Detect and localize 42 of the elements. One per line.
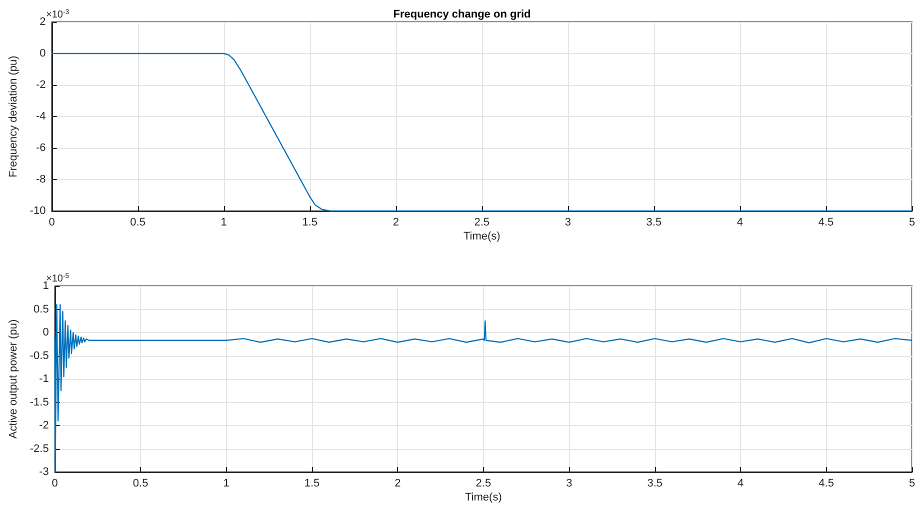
y-tick-label: -0.5 [30,350,49,362]
x-tick-label: 0.5 [130,216,146,228]
y-tick-label: -2 [36,79,46,91]
x-axis-title: Time(s) [463,230,500,242]
x-tick-label: 2.5 [474,216,490,228]
y-tick-label: -10 [30,205,46,217]
x-tick-label: 4 [736,216,744,228]
y-tick-label: 0.5 [34,303,49,316]
x-tick-label: 4 [738,478,744,490]
y-tick-label: -2.5 [30,442,49,455]
x-tick-label: 3 [566,478,572,490]
x-tick-label: 5 [908,478,916,490]
y-tick-label: 1 [42,280,49,292]
x-tick-label: 2.5 [476,478,492,490]
chart-title: Frequency change on grid [393,8,531,20]
x-tick-label: 0 [52,478,58,490]
x-tick-label: 4.5 [818,216,834,228]
x-tick-label: 1.5 [304,478,320,490]
x-tick-label: 1 [223,478,230,490]
x-tick-label: 3.5 [646,216,662,228]
y-tick-label: -1 [39,373,49,385]
x-tick-label: 2 [392,216,399,228]
y-tick-label: -8 [36,174,46,186]
x-tick-label: 3.5 [647,478,663,490]
x-tick-label: 4.5 [818,478,834,490]
x-tick-label: 1.5 [302,216,318,228]
x-tick-label: 2 [394,478,401,490]
y-tick-label: -1.5 [30,396,49,408]
x-tick-label: 1 [220,216,227,228]
x-tick-label: 3 [564,216,571,228]
y-tick-label: 2 [40,16,46,28]
y-axis-title: Frequency deviation (pu) [8,56,20,178]
x-tick-label: 5 [908,216,916,228]
y-tick-label: 0 [42,326,49,338]
y-tick-label: -4 [36,110,46,122]
y-tick-label: -3 [39,466,49,478]
y-axis-title: Active output power (pu) [8,319,20,439]
x-axis-title: Time(s) [464,492,502,504]
y-tick-label: -6 [36,142,46,154]
x-tick-label: 0.5 [132,478,148,490]
y-tick-label: 0 [40,48,46,60]
y-tick-label: -2 [39,420,49,432]
